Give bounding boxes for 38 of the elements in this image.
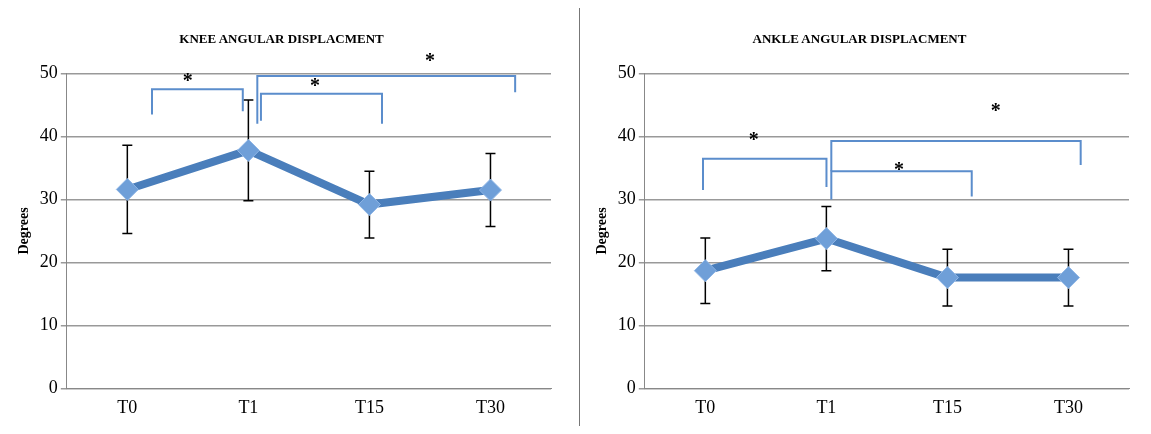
- point: [236, 138, 260, 162]
- x-tick-label: T15: [932, 396, 962, 417]
- x-tick-label: T15: [354, 396, 384, 417]
- annotation: *: [748, 127, 759, 150]
- y-tick-label: 10: [617, 314, 636, 335]
- point: [814, 227, 838, 251]
- point: [935, 266, 959, 290]
- y-tick-label: 40: [39, 125, 58, 146]
- text: *: [424, 49, 435, 72]
- y-tick-label: 50: [617, 62, 636, 83]
- y-tick-label: 50: [39, 62, 58, 83]
- y-tick-label: 20: [617, 251, 636, 272]
- y-tick-label: 30: [617, 188, 636, 209]
- x-tick-label: T0: [117, 396, 138, 417]
- annotation: *: [182, 69, 193, 92]
- x-tick-label: T30: [475, 396, 505, 417]
- y-tick-label: 0: [48, 377, 58, 398]
- y-axis-title: Degrees: [594, 206, 610, 255]
- y-tick-label: 10: [39, 314, 58, 335]
- x-tick-label: T1: [238, 396, 259, 417]
- y-tick-label: 30: [39, 188, 58, 209]
- y-tick-label: 20: [39, 251, 58, 272]
- y-tick-label: 40: [617, 125, 636, 146]
- point: [478, 178, 502, 202]
- y-tick-label: 0: [626, 377, 636, 398]
- point: [115, 177, 139, 201]
- point: [693, 259, 717, 283]
- annotation: *: [990, 99, 1001, 122]
- chart-title: KNEE ANGULAR DISPLACMENT: [179, 31, 385, 47]
- x-tick-label: T30: [1053, 396, 1083, 417]
- annotation: *: [894, 157, 905, 180]
- annotation: *: [309, 73, 320, 96]
- x-tick-label: T1: [816, 396, 837, 417]
- x-tick-label: T0: [695, 396, 716, 417]
- point: [357, 193, 381, 217]
- chart-title: ANKLE ANGULAR DISPLACMENT: [752, 31, 967, 47]
- point: [1056, 266, 1080, 290]
- y-axis-title: Degrees: [16, 206, 32, 255]
